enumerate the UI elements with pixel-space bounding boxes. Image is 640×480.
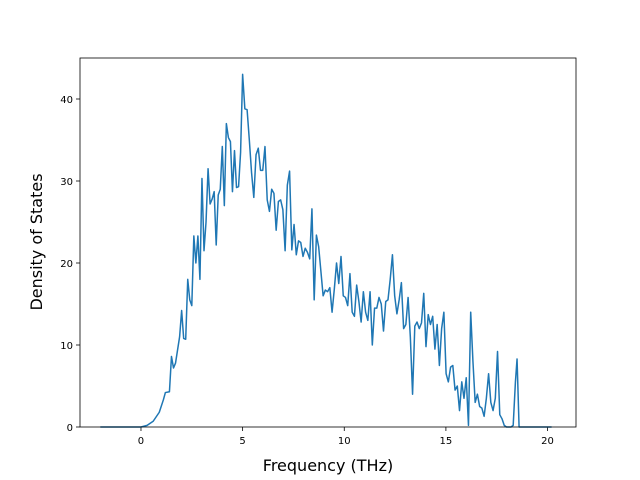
y-tick-label: 30 (60, 177, 73, 188)
y-tick-label: 20 (60, 259, 73, 270)
x-axis-label: Frequency (THz) (263, 456, 393, 475)
y-tick-label: 40 (60, 95, 73, 106)
line (100, 73, 552, 428)
y-tick-label: 0 (67, 423, 73, 434)
x-tick-label: 5 (239, 436, 245, 447)
x-tick-label: 20 (541, 436, 554, 447)
y-axis-label: Density of States (27, 173, 46, 310)
x-tick-label: 0 (138, 436, 144, 447)
y-tick-label: 10 (60, 341, 73, 352)
plot-frame (79, 57, 577, 428)
x-tick-label: 10 (338, 436, 351, 447)
x-tick-label: 15 (440, 436, 453, 447)
